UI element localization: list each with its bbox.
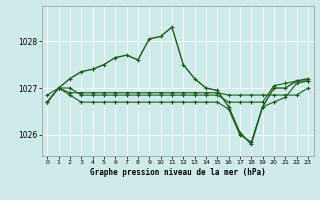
X-axis label: Graphe pression niveau de la mer (hPa): Graphe pression niveau de la mer (hPa) (90, 168, 266, 177)
